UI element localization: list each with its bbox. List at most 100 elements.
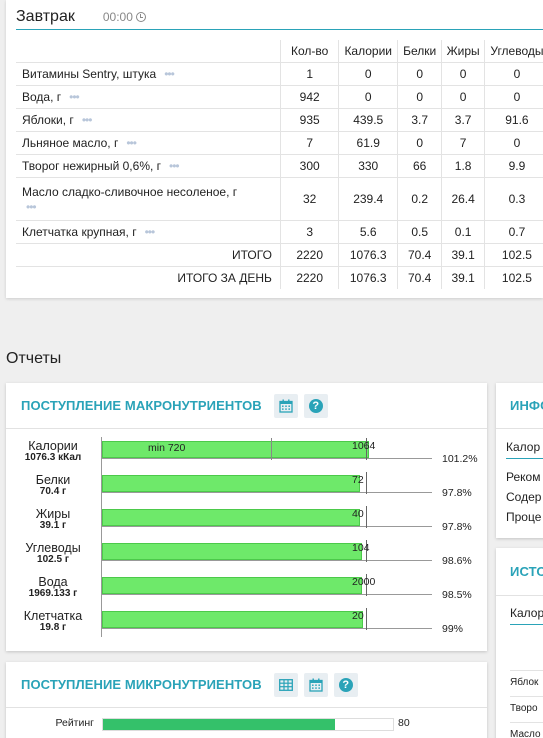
sources-dropdown[interactable]: Калор — [510, 606, 543, 625]
food-name-cell: Масло сладко-сливочное несоленое, г ••• — [16, 176, 281, 220]
day-total-carbs: 102.5 — [483, 265, 543, 289]
meal-time[interactable]: 00:00 — [103, 10, 146, 24]
macro-percent: 101.2% — [442, 453, 478, 465]
food-name[interactable]: Льняное масло, г — [22, 135, 119, 150]
day-total-row: ИТОГО ЗА ДЕНЬ 2220 1076.3 70.4 39.1 102.… — [16, 265, 543, 289]
help-button[interactable]: ? — [303, 393, 328, 418]
food-protein: 0.2 — [396, 176, 442, 220]
food-carbs: 0.7 — [483, 219, 543, 243]
food-fat: 3.7 — [441, 107, 485, 131]
more-options-icon[interactable]: ••• — [164, 66, 175, 81]
macro-percent: 97.8% — [442, 521, 472, 533]
macro-bar-track: 2000 — [102, 574, 432, 596]
meal-header: Завтрак 00:00 — [16, 5, 543, 30]
source-item: Яблок — [510, 670, 543, 688]
macro-bar-track: 20 — [102, 608, 432, 630]
table-row: Клетчатка крупная, г ••• 3 5.6 0.5 0.1 0.… — [16, 219, 543, 243]
macro-percent: 98.6% — [442, 555, 472, 567]
info-dropdown[interactable]: Калор — [506, 440, 543, 459]
table-view-button[interactable] — [273, 672, 298, 697]
food-carbs: 0 — [483, 84, 543, 108]
more-options-icon[interactable]: ••• — [81, 112, 93, 127]
info-line: Проце — [506, 510, 542, 524]
food-name[interactable]: Масло сладко-сливочное несоленое, г — [22, 184, 238, 199]
day-total-label: ИТОГО ЗА ДЕНЬ — [16, 265, 281, 289]
food-qty[interactable]: 942 — [279, 84, 339, 108]
meal-time-value: 00:00 — [102, 10, 133, 24]
macro-row: Вода 1969.133 г 2000 98.5% — [6, 573, 487, 605]
macro-name: Жиры — [35, 507, 71, 521]
food-qty[interactable]: 7 — [279, 130, 339, 154]
food-name-cell: Вода, г ••• — [16, 84, 281, 108]
food-name-cell: Клетчатка крупная, г ••• — [16, 219, 281, 243]
macro-amount: 19.8 г — [39, 622, 67, 633]
food-calories: 0 — [338, 61, 398, 85]
micro-panel-header: ПОСТУПЛЕНИЕ МИКРОНУТРИЕНТОВ ? — [6, 662, 487, 708]
macro-bar-fill — [102, 577, 362, 594]
source-item: Масло — [510, 722, 543, 738]
total-row: ИТОГО 2220 1076.3 70.4 39.1 102.5 — [16, 242, 543, 266]
micro-panel-title: ПОСТУПЛЕНИЕ МИКРОНУТРИЕНТОВ — [21, 677, 262, 692]
calendar-icon — [279, 399, 293, 413]
table-row: Масло сладко-сливочное несоленое, г ••• 3… — [16, 176, 543, 220]
day-total-calories: 1076.3 — [338, 265, 398, 289]
food-fat: 0 — [441, 84, 485, 108]
calendar-button[interactable] — [273, 393, 298, 418]
macro-bar-fill — [102, 543, 362, 560]
more-options-icon[interactable]: ••• — [69, 89, 80, 104]
day-total-fat: 39.1 — [441, 265, 485, 289]
column-header-qty: Кол-во — [279, 40, 339, 62]
food-name-cell: Витамины Sentry, штука ••• — [16, 61, 281, 85]
food-name[interactable]: Яблоки, г — [22, 112, 74, 127]
table-row: Льняное масло, г ••• 7 61.9 0 7 0 — [16, 130, 543, 154]
food-name[interactable]: Клетчатка крупная, г — [22, 224, 137, 239]
calendar-button[interactable] — [303, 672, 328, 697]
food-qty[interactable]: 32 — [279, 176, 339, 220]
calendar-icon — [309, 678, 323, 692]
macro-row: Калории 1076.3 кКал 1064 min 720 101.2% — [6, 437, 487, 469]
macro-label: Вода 1969.133 г — [12, 576, 94, 599]
more-options-icon[interactable]: ••• — [26, 199, 37, 214]
macro-target-tick — [366, 574, 367, 596]
table-icon — [278, 678, 293, 691]
micro-panel: ПОСТУПЛЕНИЕ МИКРОНУТРИЕНТОВ ? Рейтин — [6, 662, 487, 738]
food-protein: 0.5 — [396, 219, 442, 243]
table-row: Творог нежирный 0,6%, г ••• 300 330 66 1.… — [16, 153, 543, 177]
macro-target-tick — [366, 540, 367, 562]
macro-bar-track: 72 — [102, 472, 432, 494]
rating-label: Рейтинг — [55, 717, 94, 729]
more-options-icon[interactable]: ••• — [169, 158, 180, 173]
food-calories: 61.9 — [338, 130, 398, 154]
more-options-icon[interactable]: ••• — [144, 224, 156, 239]
food-calories: 239.4 — [338, 176, 398, 220]
macro-label: Жиры 39.1 г — [12, 507, 94, 531]
food-qty[interactable]: 3 — [279, 219, 339, 243]
food-name-cell: Творог нежирный 0,6%, г ••• — [16, 153, 281, 177]
total-fat: 39.1 — [441, 242, 485, 266]
food-fat: 0.1 — [441, 219, 485, 243]
food-calories: 439.5 — [338, 107, 398, 131]
food-name[interactable]: Творог нежирный 0,6%, г — [22, 158, 162, 173]
macro-label: Клетчатка 19.8 г — [12, 610, 94, 633]
macro-name: Калории — [28, 439, 78, 453]
macro-label: Углеводы 102.5 г — [12, 542, 94, 565]
macro-target-value: 20 — [352, 610, 364, 622]
food-qty[interactable]: 300 — [279, 153, 339, 177]
meal-title[interactable]: Завтрак — [16, 8, 75, 25]
food-qty[interactable]: 935 — [279, 107, 339, 131]
macro-panel-title: ПОСТУПЛЕНИЕ МАКРОНУТРИЕНТОВ — [21, 398, 262, 413]
food-qty[interactable]: 1 — [279, 61, 339, 85]
column-header-name — [16, 40, 280, 62]
macro-amount: 39.1 г — [39, 520, 67, 531]
sources-panel-title: ИСТО — [510, 564, 543, 579]
help-button[interactable]: ? — [333, 672, 358, 697]
macro-target-tick — [366, 438, 367, 460]
macro-target-value: 2000 — [352, 576, 376, 588]
more-options-icon[interactable]: ••• — [126, 135, 137, 150]
total-carbs: 102.5 — [483, 242, 543, 266]
total-calories: 1076.3 — [338, 242, 398, 266]
table-header-row: Кол-во Калории Белки Жиры Углеводы — [16, 40, 543, 62]
food-name[interactable]: Витамины Sentry, штука — [22, 66, 157, 81]
food-name[interactable]: Вода, г — [22, 89, 62, 104]
table-row: Яблоки, г ••• 935 439.5 3.7 3.7 91.6 — [16, 107, 543, 131]
